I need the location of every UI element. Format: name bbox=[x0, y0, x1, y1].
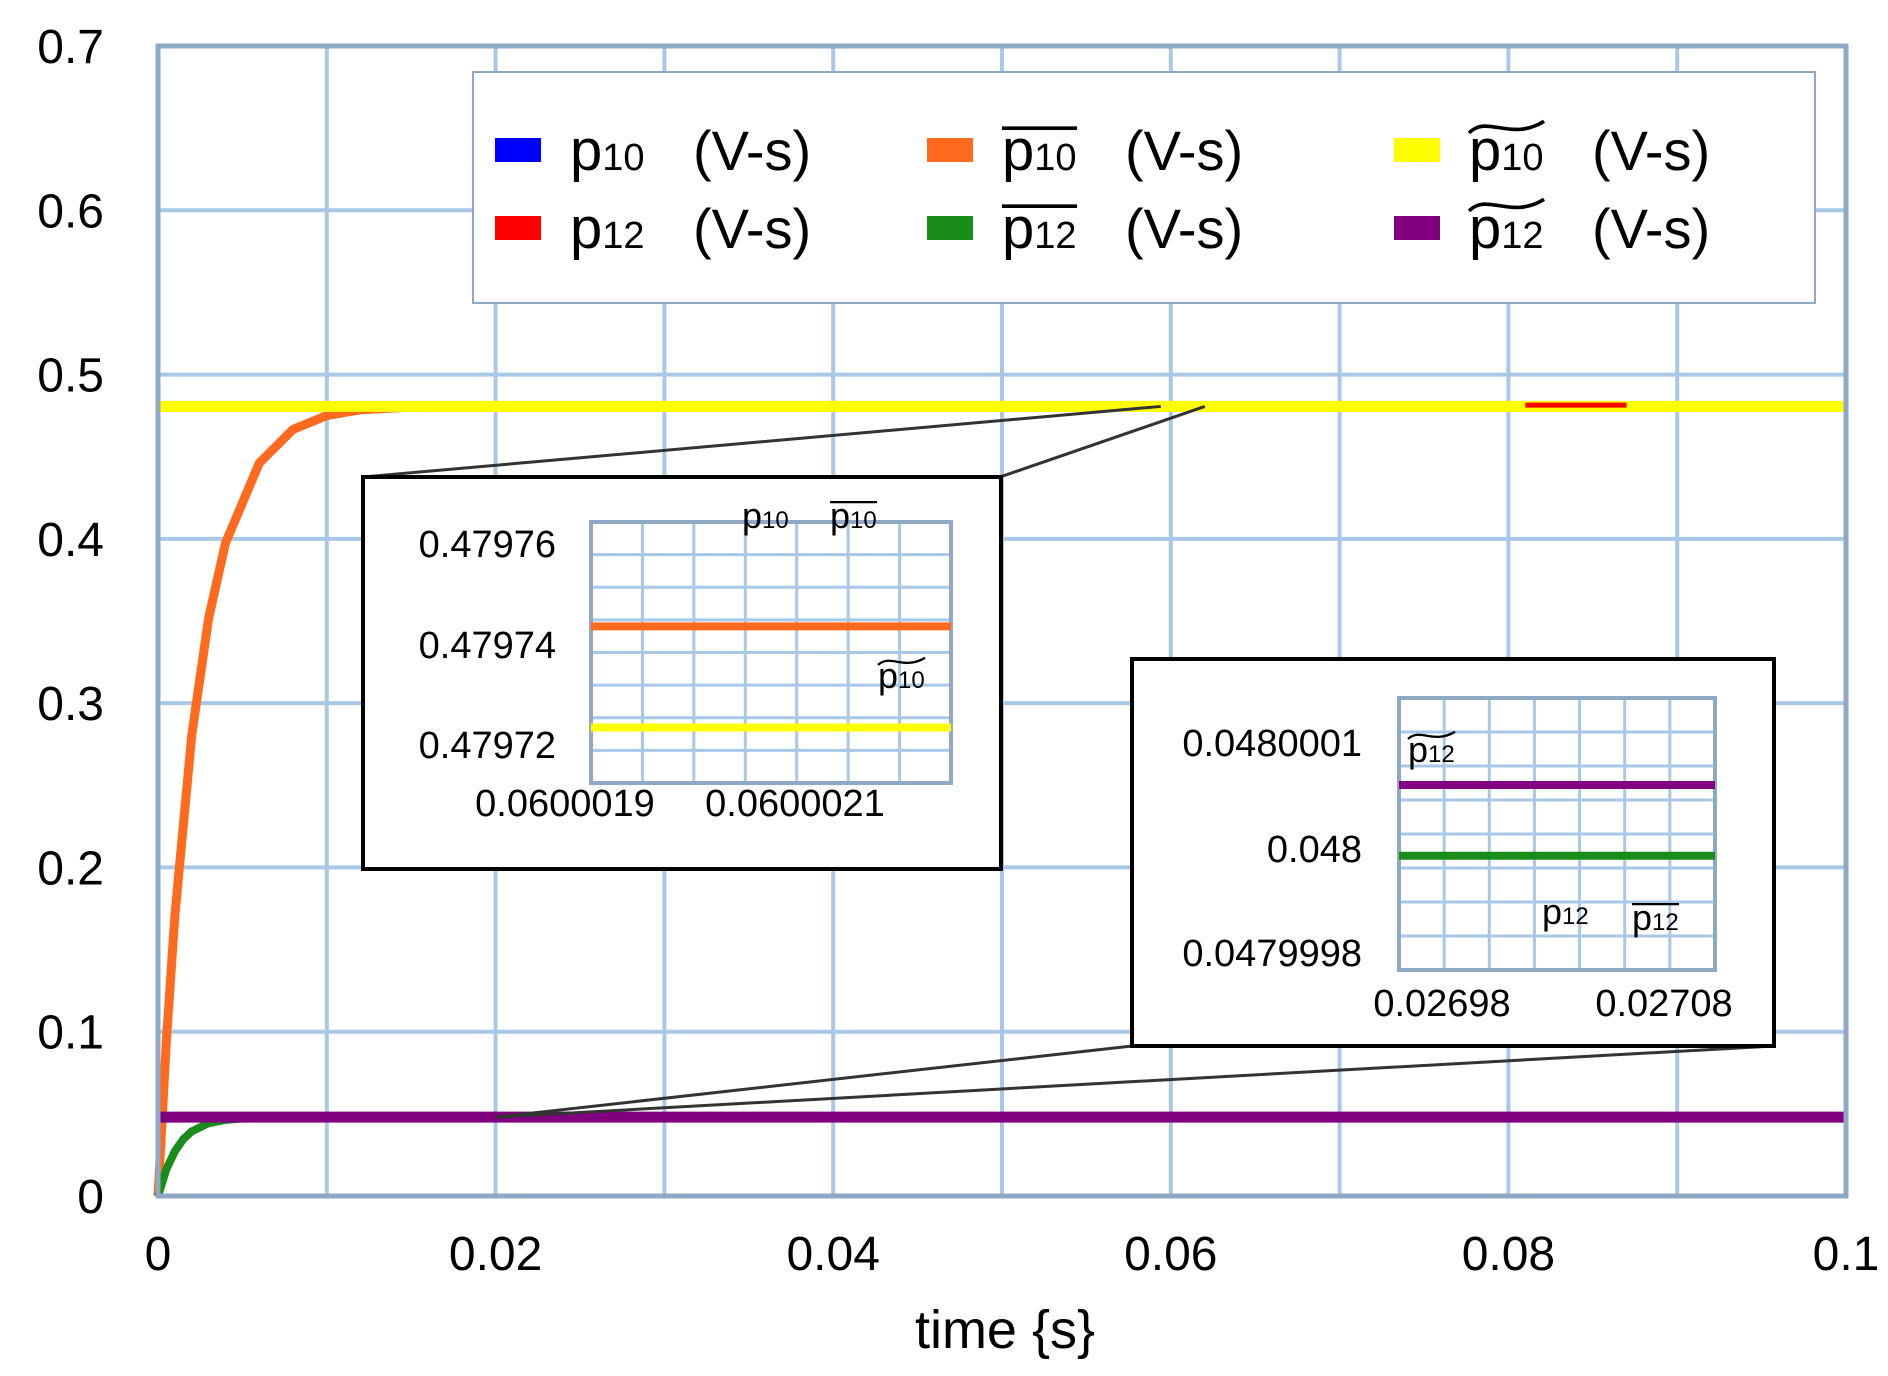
legend-swatch-p12bar bbox=[927, 216, 973, 240]
legend-swatch-p10bar bbox=[927, 138, 973, 162]
inset-bottom-label-text: p12 bbox=[1408, 729, 1455, 770]
y-tick-label: 0.5 bbox=[37, 350, 104, 403]
y-tick-label: 0 bbox=[77, 1171, 104, 1224]
inset-top-y-tick: 0.47974 bbox=[419, 625, 556, 667]
x-tick-label: 0.1 bbox=[1813, 1228, 1880, 1281]
inset-top-x-tick: 0.0600021 bbox=[705, 783, 885, 825]
legend-unit-p10bar: (V-s) bbox=[1125, 119, 1243, 182]
y-tick-label: 0.4 bbox=[37, 514, 104, 567]
legend-label-p12: p12 bbox=[570, 196, 645, 261]
inset-bottom-label-tilde bbox=[1407, 730, 1456, 740]
inset-bottom-label-text: p12 bbox=[1542, 891, 1589, 932]
inset-top-label: p10 bbox=[742, 495, 789, 536]
inset-top-pointer bbox=[999, 405, 1206, 479]
x-tick-labels: 0 0.02 0.04 0.06 0.08 0.1 bbox=[145, 1228, 1880, 1281]
inset-bottom-y-tick: 0.048 bbox=[1267, 829, 1362, 871]
inset-bottom-y-tick: 0.0480001 bbox=[1182, 723, 1362, 765]
legend-label-p10: p10 bbox=[570, 118, 645, 183]
inset-bottom-pointer bbox=[495, 1044, 1133, 1119]
x-axis-label: time {s} bbox=[915, 1300, 1095, 1360]
legend-label-p10tilde: p10 bbox=[1467, 118, 1545, 183]
inset-bottom-label: p12 bbox=[1632, 897, 1680, 938]
inset-bottom-frame bbox=[1397, 696, 1717, 972]
series-lines bbox=[153, 400, 1846, 1198]
inset-top-box bbox=[361, 475, 1003, 871]
inset-bottom-x-tick: 0.02708 bbox=[1595, 983, 1732, 1025]
inset-top: 0.47976 0.47974 0.47972 0.0600019 0.0600021 p… bbox=[361, 404, 1206, 871]
legend-swatch-p12 bbox=[495, 216, 541, 240]
x-tick-label: 0.06 bbox=[1124, 1228, 1217, 1281]
legend-swatch-p10tilde bbox=[1394, 138, 1440, 162]
inset-top-label-tilde bbox=[877, 656, 926, 666]
y-tick-label: 0.1 bbox=[37, 1007, 104, 1060]
plot-frame bbox=[155, 43, 1849, 1199]
zoom-insets: 0.47976 0.47974 0.47972 0.0600019 0.0600021 p… bbox=[361, 404, 1776, 1119]
y-tick-label: 0.6 bbox=[37, 185, 104, 238]
x-tick-label: 0 bbox=[145, 1228, 172, 1281]
legend-label-p10tilde-tilde bbox=[1467, 119, 1545, 135]
inset-top-label-text: p10 bbox=[878, 655, 925, 696]
inset-top-label: p10 bbox=[830, 495, 878, 536]
inset-top-x-tick: 0.0600019 bbox=[475, 783, 655, 825]
inset-top-frame bbox=[589, 520, 953, 785]
y-tick-labels: 0 0.1 0.2 0.3 0.4 0.5 0.6 0.7 bbox=[37, 21, 104, 1224]
legend-unit-p10tilde: (V-s) bbox=[1592, 119, 1710, 182]
legend: p10 (V-s) p12 (V-s) p10 (V-s) p12 (V-s) p10 (V-s)… bbox=[472, 71, 1816, 304]
legend-unit-p12tilde: (V-s) bbox=[1592, 197, 1710, 260]
legend-box bbox=[472, 71, 1816, 304]
legend-unit-p12: (V-s) bbox=[693, 197, 811, 260]
legend-label-p12tilde: p12 bbox=[1467, 196, 1545, 261]
inset-bottom-pointer bbox=[495, 1044, 1775, 1119]
legend-label-p12-text: p12 bbox=[570, 196, 645, 261]
y-tick-label: 0.2 bbox=[37, 842, 104, 895]
y-tick-label: 0.3 bbox=[37, 678, 104, 731]
legend-swatch-p10 bbox=[495, 138, 541, 162]
inset-top-y-tick: 0.47972 bbox=[419, 725, 556, 767]
inset-top-y-tick: 0.47976 bbox=[419, 524, 556, 566]
legend-label-p12bar: p12 bbox=[1002, 196, 1078, 261]
inset-bottom-y-tick: 0.0479998 bbox=[1182, 933, 1362, 975]
x-tick-label: 0.08 bbox=[1462, 1228, 1555, 1281]
legend-label-p12tilde-tilde bbox=[1467, 197, 1545, 213]
x-tick-label: 0.02 bbox=[449, 1228, 542, 1281]
y-tick-label: 0.7 bbox=[37, 21, 104, 74]
inset-bottom-label: p12 bbox=[1542, 891, 1589, 932]
legend-label-p10-text: p10 bbox=[570, 118, 645, 183]
inset-bottom-label: p12 bbox=[1407, 729, 1456, 770]
inset-top-label: p10 bbox=[877, 655, 926, 696]
legend-label-p10bar: p10 bbox=[1002, 118, 1078, 183]
inset-bottom: 0.0480001 0.048 0.0479998 0.02698 0.02708 p12… bbox=[495, 657, 1776, 1119]
inset-bottom-x-tick: 0.02698 bbox=[1373, 983, 1510, 1025]
legend-unit-p12bar: (V-s) bbox=[1125, 197, 1243, 260]
legend-unit-p10: (V-s) bbox=[693, 119, 811, 182]
x-tick-label: 0.04 bbox=[786, 1228, 879, 1281]
inset-top-label-text: p10 bbox=[830, 495, 877, 536]
inset-bottom-label-text: p12 bbox=[1632, 897, 1679, 938]
legend-swatch-p12tilde bbox=[1394, 216, 1440, 240]
inset-top-label-text: p10 bbox=[742, 495, 789, 536]
inset-top-pointer bbox=[362, 404, 1161, 479]
